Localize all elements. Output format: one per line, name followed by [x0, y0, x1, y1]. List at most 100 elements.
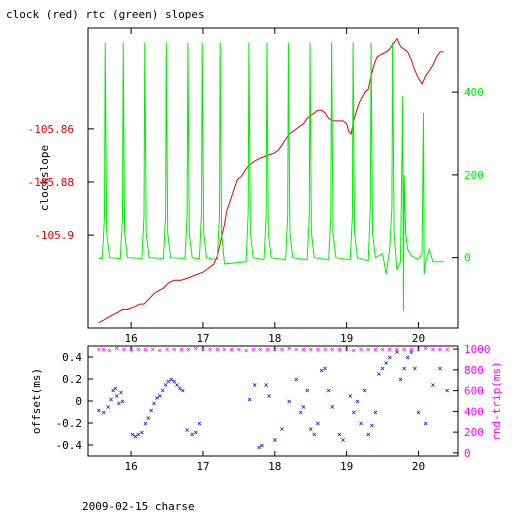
offset-point: ×: [133, 432, 138, 441]
rnd-trip-point: ×: [430, 345, 435, 354]
rnd-trip-point: ×: [272, 345, 277, 354]
offset-point: ×: [445, 386, 450, 395]
offset-point: ×: [359, 419, 364, 428]
bottom-y-axis-label: offset(ms): [30, 368, 43, 434]
offset-point: ×: [326, 386, 331, 395]
offset-point: ×: [402, 364, 407, 373]
top-plot-area: 16 17 18 19 20 -105.86 -105.88 -105.9 0 200 400: [28, 28, 484, 345]
offset-point: ×: [119, 388, 124, 397]
bottom-y-tick-label: 0.2: [62, 373, 82, 386]
offset-point: ×: [113, 384, 118, 393]
bottom-x-tick-label: 20: [412, 460, 425, 473]
offset-point: ×: [120, 397, 125, 406]
offset-point: ×: [155, 394, 160, 403]
chart-title: clock (red) rtc (green) slopes: [6, 8, 205, 21]
offset-point: ×: [143, 419, 148, 428]
offset-point: ×: [387, 353, 392, 362]
bottom-y2-tick-label: 400: [464, 405, 484, 418]
rnd-trip-point: ×: [337, 345, 342, 354]
rnd-trip-point: ×: [96, 345, 101, 354]
rnd-trip-point: ×: [143, 345, 148, 354]
offset-point: ×: [315, 419, 320, 428]
offset-point: ×: [146, 414, 151, 423]
offset-point: ×: [96, 406, 101, 415]
rnd-trip-point: ×: [387, 345, 392, 354]
offset-point: ×: [178, 384, 183, 393]
offset-point: ×: [190, 430, 195, 439]
top-y-tick-label: -105.88: [28, 176, 74, 189]
offset-point: ×: [377, 370, 382, 379]
rnd-trip-point: ×: [107, 346, 112, 355]
rnd-trip-point: ×: [301, 345, 306, 354]
clock-series-line: [98, 37, 444, 324]
offset-point: ×: [348, 392, 353, 401]
bottom-x-tick-label: 18: [268, 460, 281, 473]
offset-point: ×: [301, 403, 306, 412]
offset-point: ×: [405, 353, 410, 362]
rnd-trip-point: ×: [344, 345, 349, 354]
rtc-series-line: [98, 42, 444, 312]
offset-point: ×: [280, 425, 285, 434]
top-y2-tick-label: 200: [464, 169, 484, 182]
rnd-trip-point: ×: [395, 345, 400, 354]
offset-point: ×: [264, 381, 269, 390]
bottom-y2-tick-label: 1000: [464, 343, 491, 356]
bottom-y-tick-label: -0.2: [56, 417, 83, 430]
rnd-trip-point: ×: [186, 345, 191, 354]
offset-point: ×: [287, 397, 292, 406]
offset-point: ×: [114, 392, 119, 401]
offset-point: ×: [373, 408, 378, 417]
offset-point: ×: [257, 443, 262, 452]
x-axis-label: 2009-02-15 charse: [82, 500, 195, 512]
offset-point: ×: [395, 348, 400, 357]
rnd-trip-point: ×: [380, 345, 385, 354]
rnd-trip-point: ×: [114, 344, 119, 353]
offset-point: ×: [175, 381, 180, 390]
offset-point: ×: [312, 430, 317, 439]
rnd-trip-point: ×: [136, 345, 141, 354]
rnd-trip-point: ×: [244, 346, 249, 355]
top-x-tick-label: 16: [124, 332, 137, 345]
rnd-trip-point: ×: [373, 345, 378, 354]
top-panel: clockslope 16 17 18 19 20 -105.86 -105.88 -105.…: [28, 27, 484, 345]
rnd-trip-point: ×: [308, 345, 313, 354]
bottom-x-tick-label: 16: [124, 460, 137, 473]
rnd-trip-point: ×: [258, 345, 263, 354]
rnd-trip-point: ×: [251, 345, 256, 354]
offset-point: ×: [149, 406, 154, 415]
rnd-trip-point: ×: [157, 346, 162, 355]
offset-point: ×: [185, 426, 190, 435]
offset-point: ×: [423, 419, 428, 428]
rnd-trip-point: ×: [193, 344, 198, 353]
offset-point: ×: [130, 430, 135, 439]
rnd-trip-point: ×: [280, 345, 285, 354]
bottom-x-tick-label: 19: [340, 460, 353, 473]
offset-point: ×: [438, 364, 443, 373]
offset-point: ×: [180, 386, 185, 395]
offset-point: ×: [330, 403, 335, 412]
offset-point: ×: [193, 428, 198, 437]
offset-point: ×: [305, 386, 310, 395]
rnd-trip-point: ×: [294, 345, 299, 354]
rnd-trip-point: ×: [423, 344, 428, 353]
offset-point: ×: [308, 425, 313, 434]
offset-point: ×: [398, 375, 403, 384]
offset-point: ×: [341, 436, 346, 445]
rnd-trip-point: ×: [315, 345, 320, 354]
bottom-y-tick-label: 0.4: [62, 351, 82, 364]
bottom-y-tick-label: -0.4: [56, 439, 83, 452]
offset-point: ×: [101, 408, 106, 417]
rnd-trip-point: ×: [323, 345, 328, 354]
offset-point: ×: [412, 364, 417, 373]
rnd-trip-point: ×: [229, 345, 234, 354]
offset-point: ×: [366, 430, 371, 439]
top-y-axis-label: clockslope: [38, 145, 51, 211]
offset-point: ×: [157, 392, 162, 401]
offset-point: ×: [384, 359, 389, 368]
rnd-trip-point: ×: [129, 345, 134, 354]
offset-point: ×: [416, 408, 421, 417]
rnd-trip-point: ×: [445, 345, 450, 354]
offset-point: ×: [247, 395, 252, 404]
bottom-x-tick-label: 17: [196, 460, 209, 473]
offset-point: ×: [323, 364, 328, 373]
